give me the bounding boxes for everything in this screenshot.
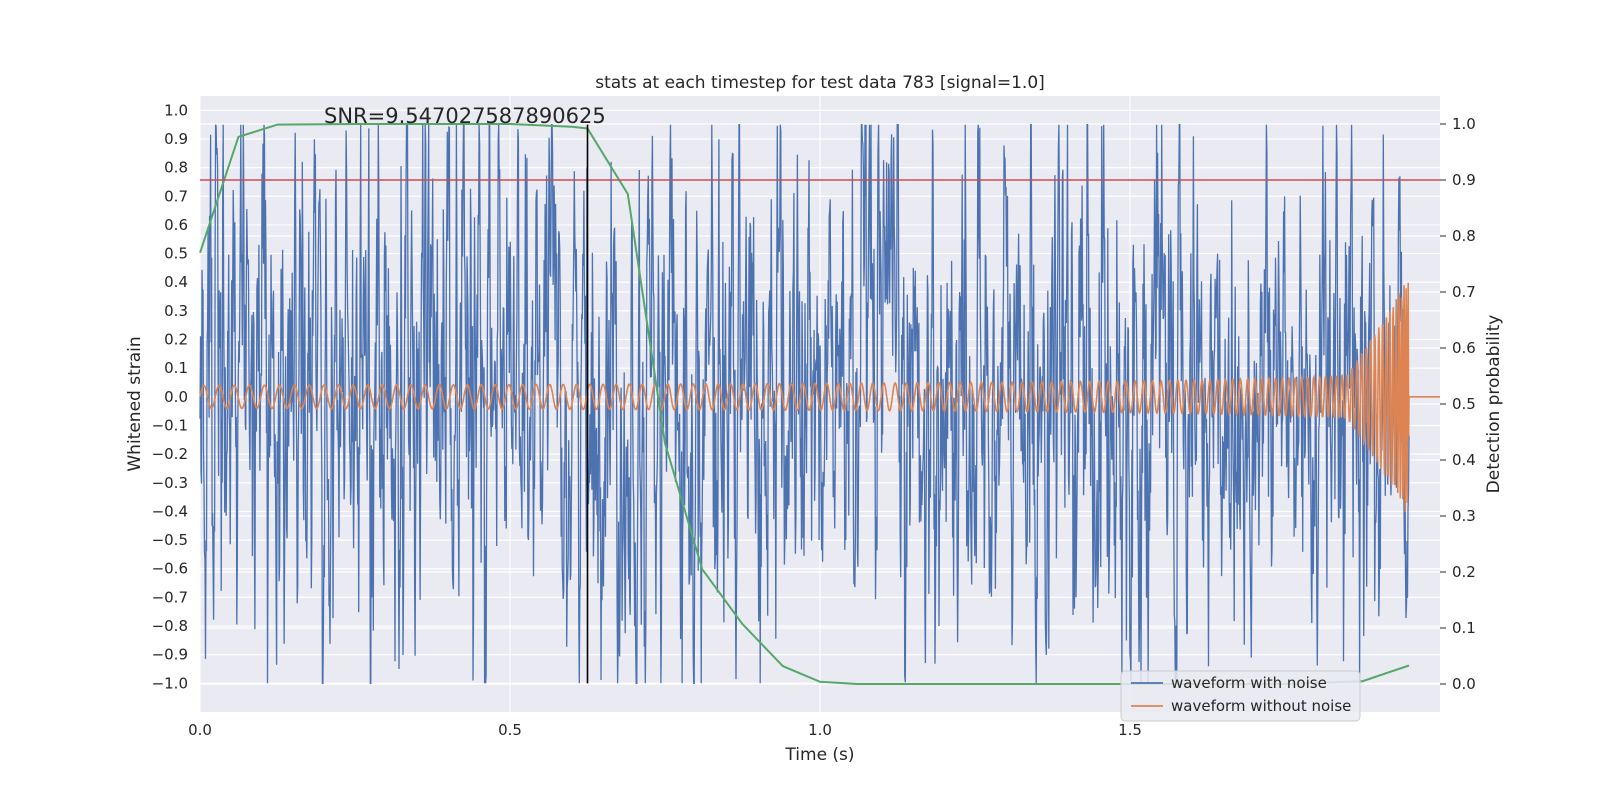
y-tick-label: −1.0 <box>152 674 188 692</box>
x-tick-label: 1.0 <box>808 721 832 739</box>
y-tick-label: 0.3 <box>164 302 188 320</box>
y-tick-label: −0.7 <box>152 588 188 606</box>
y-tick-label: −0.1 <box>152 416 188 434</box>
y-tick-label: −0.2 <box>152 445 188 463</box>
y-tick-label: 0.2 <box>164 331 188 349</box>
y2-axis-ticks: 1.0 0.9 0.8 0.7 0.6 0.5 0.4 0.3 0.2 0.1 0.0 <box>1440 115 1476 693</box>
y-tick-label: 0.7 <box>164 187 188 205</box>
x-axis-label: Time (s) <box>784 745 854 765</box>
y-tick-label: −0.4 <box>152 502 188 520</box>
y2-tick-label: 0.4 <box>1452 451 1476 469</box>
y-tick-label: −0.6 <box>152 560 188 578</box>
line-waveform-with-noise <box>199 124 1410 684</box>
chart-title: stats at each timestep for test data 783… <box>595 73 1045 93</box>
y-tick-label: 0.9 <box>164 130 188 148</box>
y-tick-label: 0.4 <box>164 273 188 291</box>
y-tick-label: 0.0 <box>164 388 188 406</box>
legend-box <box>1120 670 1361 722</box>
y2-tick-label: 0.6 <box>1452 339 1476 357</box>
y-axis-ticks: 1.0 0.9 0.8 0.7 0.6 0.5 0.4 0.3 0.2 0.1 0.0 −0.1 −0.… <box>152 101 188 692</box>
y2-tick-label: 0.3 <box>1452 507 1476 525</box>
x-tick-label: 0.5 <box>498 721 522 739</box>
y2-tick-label: 0.0 <box>1452 675 1476 693</box>
y2-axis-label: Detection probability <box>1484 315 1504 494</box>
legend: waveform with noise waveform without noi… <box>1120 670 1361 722</box>
y-tick-label: 0.1 <box>164 359 188 377</box>
series-waveform-without-noise <box>199 282 1440 513</box>
x-tick-label: 0.0 <box>188 721 212 739</box>
overlays <box>200 124 1440 684</box>
y2-tick-label: 0.2 <box>1452 563 1476 581</box>
y2-tick-label: 0.8 <box>1452 227 1476 245</box>
y2-tick-label: 0.9 <box>1452 171 1476 189</box>
y-axis-label: Whitened strain <box>125 336 145 471</box>
y-tick-label: 0.5 <box>164 245 188 263</box>
y-tick-label: −0.8 <box>152 617 188 635</box>
y2-tick-label: 1.0 <box>1452 115 1476 133</box>
y-tick-label: 0.8 <box>164 159 188 177</box>
y2-tick-label: 0.1 <box>1452 619 1476 637</box>
x-tick-label: 1.5 <box>1118 721 1142 739</box>
series-waveform-with-noise <box>199 124 1410 684</box>
y-tick-label: −0.3 <box>152 474 188 492</box>
y-tick-label: 0.6 <box>164 216 188 234</box>
legend-label-noise: waveform with noise <box>1171 674 1327 692</box>
y2-tick-label: 0.7 <box>1452 283 1476 301</box>
y2-tick-label: 0.5 <box>1452 395 1476 413</box>
y-tick-label: 1.0 <box>164 101 188 119</box>
y-tick-label: −0.9 <box>152 646 188 664</box>
snr-annotation: SNR=9.547027587890625 <box>324 104 606 128</box>
y-tick-label: −0.5 <box>152 531 188 549</box>
line-waveform-without-noise <box>199 282 1440 513</box>
x-axis-ticks: 0.0 0.5 1.0 1.5 <box>188 721 1142 739</box>
legend-label-clean: waveform without noise <box>1171 697 1351 715</box>
